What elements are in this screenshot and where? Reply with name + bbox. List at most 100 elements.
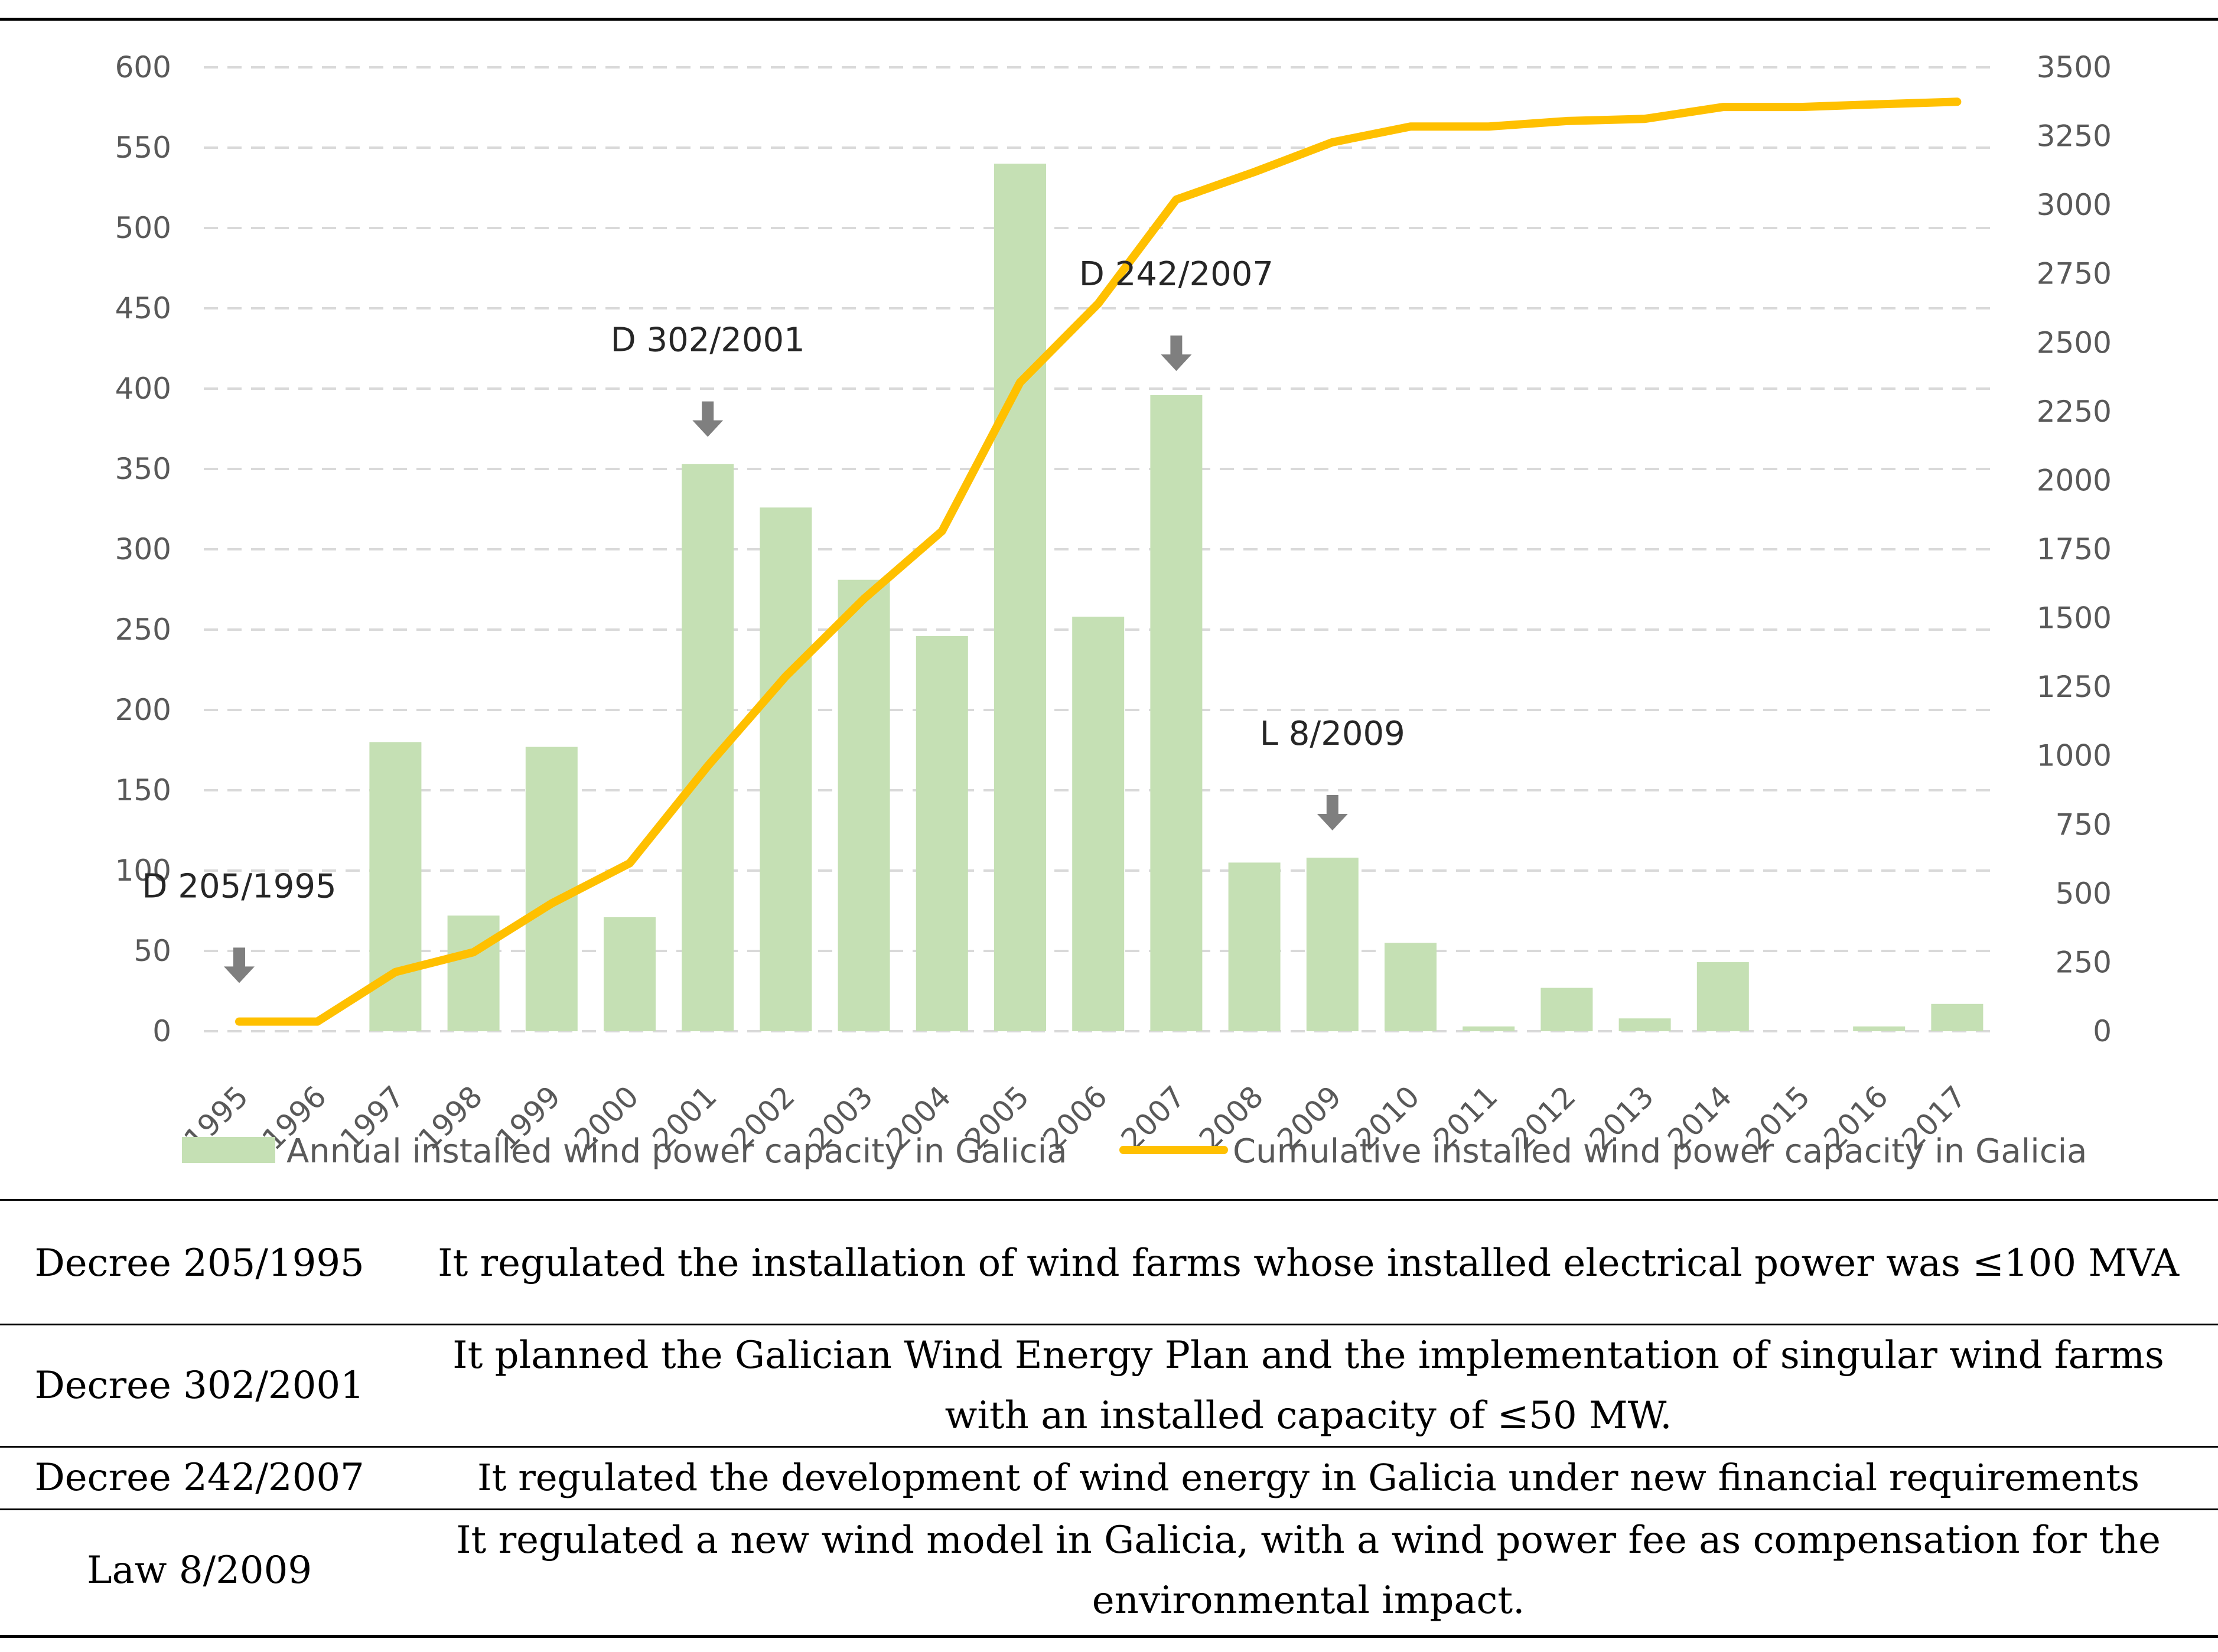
decree-description: It planned the Galician Wind Energy Plan… — [452, 1333, 2164, 1438]
bar — [994, 164, 1046, 1032]
down-arrow-icon — [1317, 795, 1348, 830]
left-tick-label: 300 — [115, 532, 171, 566]
table-row: Law 8/2009 It regulated a new wind model… — [0, 1509, 2218, 1631]
annotation-label: D 302/2001 — [611, 321, 805, 360]
right-tick-label: 0 — [2093, 1014, 2112, 1048]
table-row: Decree 302/2001 It planned the Galician … — [0, 1324, 2218, 1446]
down-arrow-icon — [224, 947, 255, 983]
line-point — [1488, 126, 1490, 128]
annotation: L 8/2009 — [1260, 715, 1405, 830]
left-axis-ticks: 0 50 100 150 200 250 300 350 400 450 500 550 600 — [115, 50, 171, 1048]
annotation-label: D 205/1995 — [142, 867, 336, 905]
top-rule — [0, 18, 2218, 21]
line-point — [1644, 118, 1646, 120]
bar — [525, 747, 578, 1031]
bar — [1306, 858, 1359, 1031]
bar — [1540, 988, 1593, 1031]
x-tick-label: 2007 — [1115, 1079, 1192, 1156]
annual-bars — [369, 164, 1984, 1032]
bar — [604, 917, 656, 1031]
annotations: D 205/1995 D 302/2001 D 242/2007 L 8/2009 — [142, 255, 1405, 983]
legend: Annual installed wind power capacity in … — [182, 1132, 2087, 1171]
wind-capacity-chart: 0 50 100 150 200 250 300 350 400 450 500 550 600 0 25… — [115, 50, 2112, 1171]
right-tick-label: 2250 — [2037, 395, 2112, 429]
line-point — [1331, 141, 1333, 143]
right-tick-label: 3250 — [2037, 119, 2112, 154]
line-point — [1253, 171, 1255, 173]
bar — [1072, 617, 1125, 1031]
line-point — [395, 971, 396, 973]
line-point — [707, 765, 709, 767]
bar — [1853, 1026, 1906, 1031]
annotation: D 242/2007 — [1079, 255, 1274, 372]
decree-name: Decree 242/2007 — [34, 1456, 364, 1500]
legend-label-annual: Annual installed wind power capacity in … — [286, 1132, 1067, 1171]
bar — [838, 579, 890, 1031]
chart-table-rule — [0, 1199, 2218, 1201]
bottom-rule — [0, 1635, 2218, 1638]
annotation: D 302/2001 — [611, 321, 805, 437]
line-point — [785, 675, 787, 677]
right-tick-label: 750 — [2056, 807, 2112, 842]
line-point — [473, 952, 474, 953]
line-point — [317, 1021, 318, 1022]
table-row: Decree 242/2007 It regulated the develop… — [0, 1446, 2218, 1509]
line-point — [629, 862, 630, 864]
down-arrow-icon — [692, 401, 724, 437]
right-tick-label: 250 — [2056, 945, 2112, 979]
left-tick-label: 200 — [115, 693, 171, 727]
right-tick-label: 1500 — [2037, 601, 2112, 636]
right-tick-label: 1750 — [2037, 532, 2112, 566]
right-tick-label: 2000 — [2037, 463, 2112, 497]
line-point — [1566, 120, 1568, 122]
bar — [447, 915, 500, 1031]
line-point — [239, 1021, 240, 1022]
left-tick-label: 550 — [115, 131, 171, 165]
bar — [1931, 1003, 1984, 1031]
line-point — [941, 530, 943, 532]
left-tick-label: 500 — [115, 211, 171, 245]
left-tick-label: 450 — [115, 291, 171, 325]
line-point — [863, 598, 865, 599]
table-row: Decree 205/1995 It regulated the install… — [0, 1204, 2218, 1324]
right-tick-label: 3000 — [2037, 188, 2112, 222]
line-point — [1410, 126, 1411, 128]
legend-swatch-annual — [182, 1137, 275, 1163]
left-tick-label: 250 — [115, 612, 171, 647]
right-axis-ticks: 0 250 500 750 1000 1250 1500 1750 2000 2250 2500 27… — [2037, 50, 2112, 1048]
line-point — [1175, 198, 1177, 200]
left-tick-label: 150 — [115, 773, 171, 807]
right-tick-label: 2500 — [2037, 325, 2112, 360]
line-point — [1722, 106, 1724, 108]
decree-description: It regulated a new wind model in Galicia… — [456, 1518, 2161, 1622]
annotation: D 205/1995 — [142, 867, 337, 983]
bar — [1150, 395, 1203, 1031]
left-tick-label: 400 — [115, 372, 171, 406]
decree-name: Decree 302/2001 — [34, 1363, 364, 1407]
line-point — [1878, 103, 1880, 105]
line-point — [1097, 303, 1099, 305]
right-tick-label: 1000 — [2037, 739, 2112, 773]
right-tick-label: 3500 — [2037, 50, 2112, 84]
left-tick-label: 0 — [152, 1014, 171, 1048]
decree-table: Decree 205/1995 It regulated the install… — [0, 1204, 2218, 1631]
legend-label-cumulative: Cumulative installed wind power capacity… — [1233, 1132, 2087, 1171]
cumulative-line-layer — [235, 97, 1962, 1026]
left-tick-label: 350 — [115, 452, 171, 486]
left-tick-label: 50 — [133, 934, 171, 968]
bar — [760, 507, 812, 1031]
right-tick-label: 500 — [2056, 876, 2112, 911]
bar — [1696, 962, 1749, 1031]
decree-name: Law 8/2009 — [87, 1548, 312, 1592]
down-arrow-icon — [1161, 335, 1192, 372]
left-tick-label: 600 — [115, 50, 171, 84]
decree-name: Decree 205/1995 — [34, 1242, 364, 1286]
right-tick-label: 1250 — [2037, 670, 2112, 704]
line-point — [1020, 382, 1021, 383]
annotation-label: D 242/2007 — [1079, 255, 1274, 294]
line-point — [1956, 101, 1958, 103]
line-point — [1800, 106, 1802, 108]
bar — [1463, 1026, 1515, 1031]
annotation-label: L 8/2009 — [1260, 715, 1405, 753]
